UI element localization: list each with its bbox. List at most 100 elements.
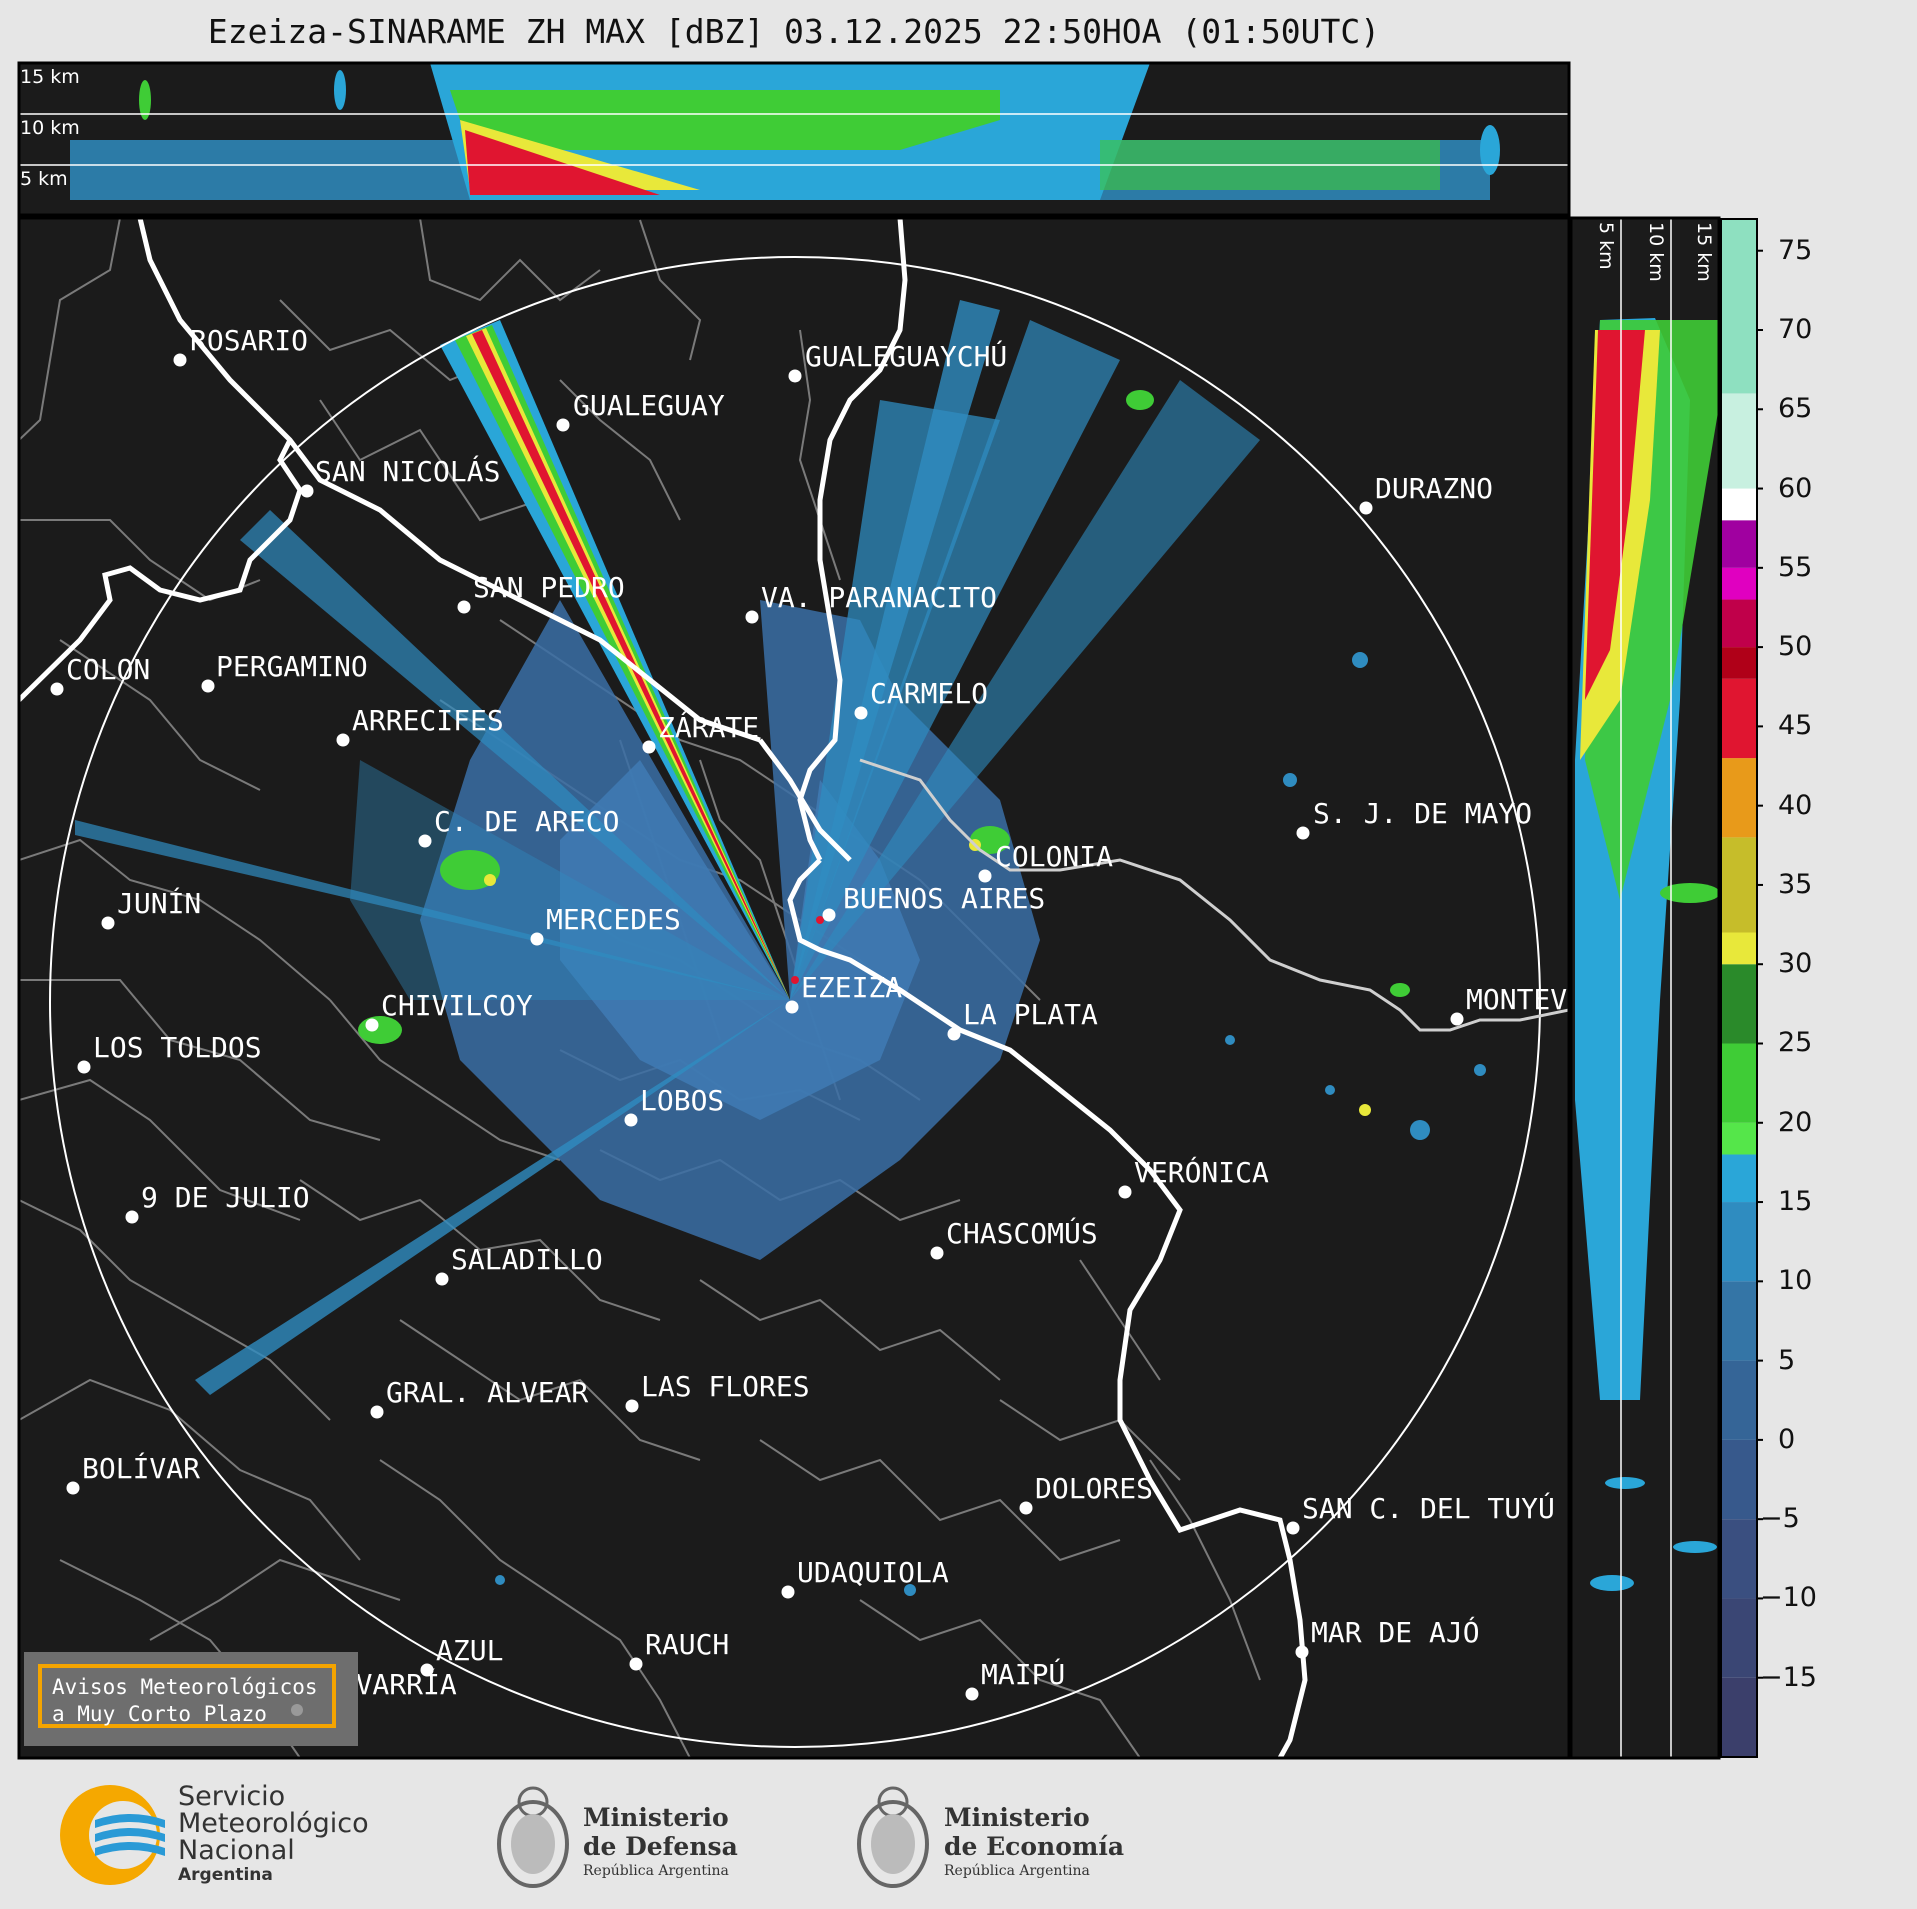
top-km-label-10: 10 km [20, 117, 80, 139]
colorbar-band [1721, 1519, 1757, 1599]
city-label-saladillo: SALADILLO [451, 1243, 603, 1276]
city-label-rauch: RAUCH [645, 1628, 730, 1661]
uruguay-coast [859, 758, 1569, 1032]
colorbar-band [1721, 599, 1757, 648]
colorbar-tick-label: 15 [1778, 1186, 1813, 1218]
city-marker-junin [101, 916, 115, 930]
city-label-veronica: VERÓNICA [1134, 1156, 1269, 1189]
colorbar-band [1721, 758, 1757, 838]
colorbar-band [1721, 567, 1757, 600]
city-marker-carmelo [854, 706, 868, 720]
defensa-logo-text: Ministerio de Defensa República Argentin… [583, 1803, 738, 1879]
aviso-box[interactable]: Avisos Meteorológicos a Muy Corto Plazo [24, 1652, 358, 1746]
colorbar-tick-label: 45 [1778, 710, 1813, 742]
colorbar-tick-label: 70 [1778, 313, 1813, 345]
colorbar-band [1721, 837, 1757, 933]
colorbar-tick-label: 35 [1778, 868, 1813, 900]
colorbar-band [1721, 1598, 1757, 1678]
city-marker-colonia [978, 869, 992, 883]
colorbar-band [1721, 932, 1757, 965]
map-content [19, 218, 1569, 1758]
city-label-buenos-aires: BUENOS AIRES [843, 882, 1046, 915]
city-marker-mar-de-ajo [1295, 1645, 1309, 1659]
city-label-los-toldos: LOS TOLDOS [93, 1031, 262, 1064]
colorbar-band [1721, 1360, 1757, 1440]
radar-echoes [75, 300, 1486, 1596]
city-marker-rosario [173, 353, 187, 367]
city-label-gualeguaychu: GUALEGUAYCHÚ [805, 340, 1008, 373]
city-marker-azul [420, 1663, 434, 1677]
city-marker-ezeiza [785, 1000, 799, 1014]
coastline [19, 218, 1308, 1758]
city-marker-udaquiola [781, 1585, 795, 1599]
city-marker-chascomus [930, 1246, 944, 1260]
city-marker-dolores [1019, 1501, 1033, 1515]
city-marker-colon [50, 682, 64, 696]
colorbar-band [1721, 520, 1757, 568]
colorbar-band [1721, 1043, 1757, 1123]
top-km-label-5: 5 km [20, 168, 68, 190]
aviso-link[interactable]: Avisos Meteorológicos a Muy Corto Plazo [38, 1664, 336, 1728]
colorbar-tick-label: 60 [1778, 472, 1813, 504]
city-label-durazno: DURAZNO [1375, 472, 1494, 505]
city-label-mar-de-ajo: MAR DE AJÓ [1311, 1616, 1480, 1649]
city-label-san-nicolas: SAN NICOLÁS [315, 455, 501, 488]
city-label-arrecifes: ARRECIFES [352, 704, 504, 737]
city-marker-gral-alvear [370, 1405, 384, 1419]
city-marker-san-c-del-tuyu [1286, 1521, 1300, 1535]
city-label-udaquiola: UDAQUIOLA [797, 1556, 949, 1589]
colorbar-band [1721, 1202, 1757, 1282]
city-marker-la-plata [947, 1027, 961, 1041]
side-km-label-5: 5 km [1595, 222, 1617, 270]
city-label-chivilcoy: CHIVILCOY [381, 989, 533, 1022]
city-marker-veronica [1118, 1185, 1132, 1199]
colorbar-tick-label: 5 [1778, 1344, 1796, 1376]
city-marker-maipu [965, 1687, 979, 1701]
city-marker-san-pedro [457, 600, 471, 614]
city-marker-buenos-aires [822, 908, 836, 922]
colorbar-tick-label: 55 [1778, 551, 1813, 583]
city-marker-va-paranacito [745, 610, 759, 624]
city-marker-zarate [642, 740, 656, 754]
colorbar [1721, 219, 1763, 1757]
city-label-san-c-del-tuyu: SAN C. DEL TUYÚ [1302, 1492, 1555, 1525]
city-label-montev: MONTEV [1466, 983, 1568, 1016]
side-km-label-15: 15 km [1693, 222, 1715, 282]
city-label-azul: AZUL [436, 1634, 504, 1667]
city-label-va-paranacito: VA. PARANACITO [761, 581, 998, 614]
city-label-mercedes: MERCEDES [546, 903, 681, 936]
colorbar-tick-label: 30 [1778, 948, 1813, 980]
colorbar-tick-label: −5 [1760, 1503, 1800, 1535]
radar-title: Ezeiza-SINARAME ZH MAX [dBZ] 03.12.2025 … [207, 12, 1381, 51]
city-marker-chivilcoy [365, 1018, 379, 1032]
colorbar-tick-label: 40 [1778, 789, 1813, 821]
colorbar-tick-label: 75 [1778, 234, 1813, 266]
city-label-san-pedro: SAN PEDRO [473, 571, 625, 604]
city-marker-lobos [624, 1113, 638, 1127]
city-label-bolivar: BOLÍVAR [82, 1452, 201, 1485]
city-marker-9-de-julio [125, 1210, 139, 1224]
colorbar-band [1721, 488, 1757, 521]
city-label-gral-alvear: GRAL. ALVEAR [386, 1376, 589, 1409]
colorbar-tick-label: −10 [1760, 1582, 1817, 1614]
city-label-c-de-areco: C. DE ARECO [434, 805, 620, 838]
colorbar-band [1721, 1281, 1757, 1361]
city-markers [50, 353, 1464, 1716]
city-label-las-flores: LAS FLORES [641, 1370, 810, 1403]
city-label-pergamino: PERGAMINO [216, 650, 368, 683]
city-marker-san-nicolas [300, 484, 314, 498]
city-marker-mercedes [530, 932, 544, 946]
city-label-chascomus: CHASCOMÚS [946, 1217, 1098, 1250]
city-marker-montev [1450, 1012, 1464, 1026]
city-label-junin: JUNÍN [117, 887, 202, 920]
city-label-colonia: COLONIA [995, 840, 1114, 873]
city-marker-los-toldos [77, 1060, 91, 1074]
colorbar-tick-label: 0 [1778, 1423, 1796, 1455]
city-label-zarate: ZÁRATE [658, 711, 760, 744]
colorbar-tick-label: 20 [1778, 1106, 1813, 1138]
city-label-9-de-julio: 9 DE JULIO [141, 1181, 310, 1214]
city-label-ezeiza: EZEIZA [801, 971, 903, 1004]
colorbar-band [1721, 647, 1757, 679]
city-marker-rauch [629, 1657, 643, 1671]
